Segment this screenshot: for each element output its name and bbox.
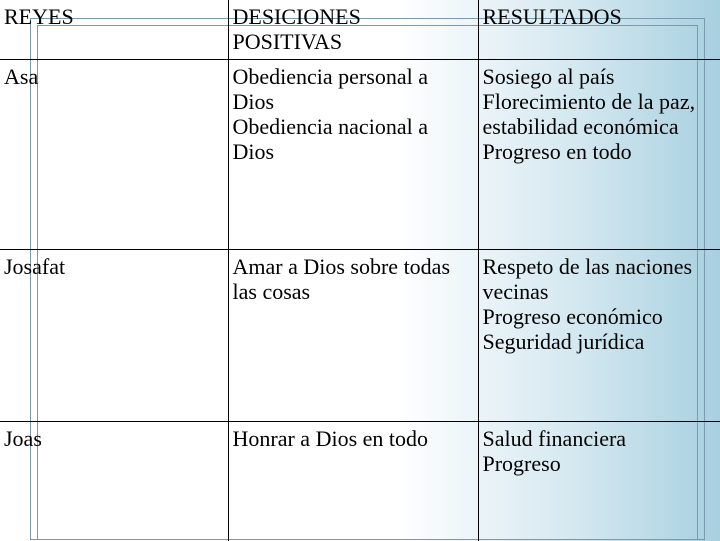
kings-table: REYES DESICIONES POSITIVAS RESULTADOS As… xyxy=(0,0,720,541)
cell-decisions: Obediencia personal a Dios Obediencia na… xyxy=(228,59,478,249)
header-results: RESULTADOS xyxy=(478,0,720,59)
cell-king: Josafat xyxy=(0,249,228,421)
cell-results: Respeto de las naciones vecinas Progreso… xyxy=(478,249,720,421)
cell-decisions: Amar a Dios sobre todas las cosas xyxy=(228,249,478,421)
table-row: Asa Obediencia personal a Dios Obedienci… xyxy=(0,59,720,249)
cell-king: Asa xyxy=(0,59,228,249)
cell-king: Joas xyxy=(0,421,228,541)
header-kings: REYES xyxy=(0,0,228,59)
cell-results: Sosiego al país Florecimiento de la paz,… xyxy=(478,59,720,249)
cell-decisions: Honrar a Dios en todo xyxy=(228,421,478,541)
table-row: Josafat Amar a Dios sobre todas las cosa… xyxy=(0,249,720,421)
table-row: Joas Honrar a Dios en todo Salud financi… xyxy=(0,421,720,541)
header-decisions: DESICIONES POSITIVAS xyxy=(228,0,478,59)
cell-results: Salud financiera Progreso xyxy=(478,421,720,541)
table-header-row: REYES DESICIONES POSITIVAS RESULTADOS xyxy=(0,0,720,59)
